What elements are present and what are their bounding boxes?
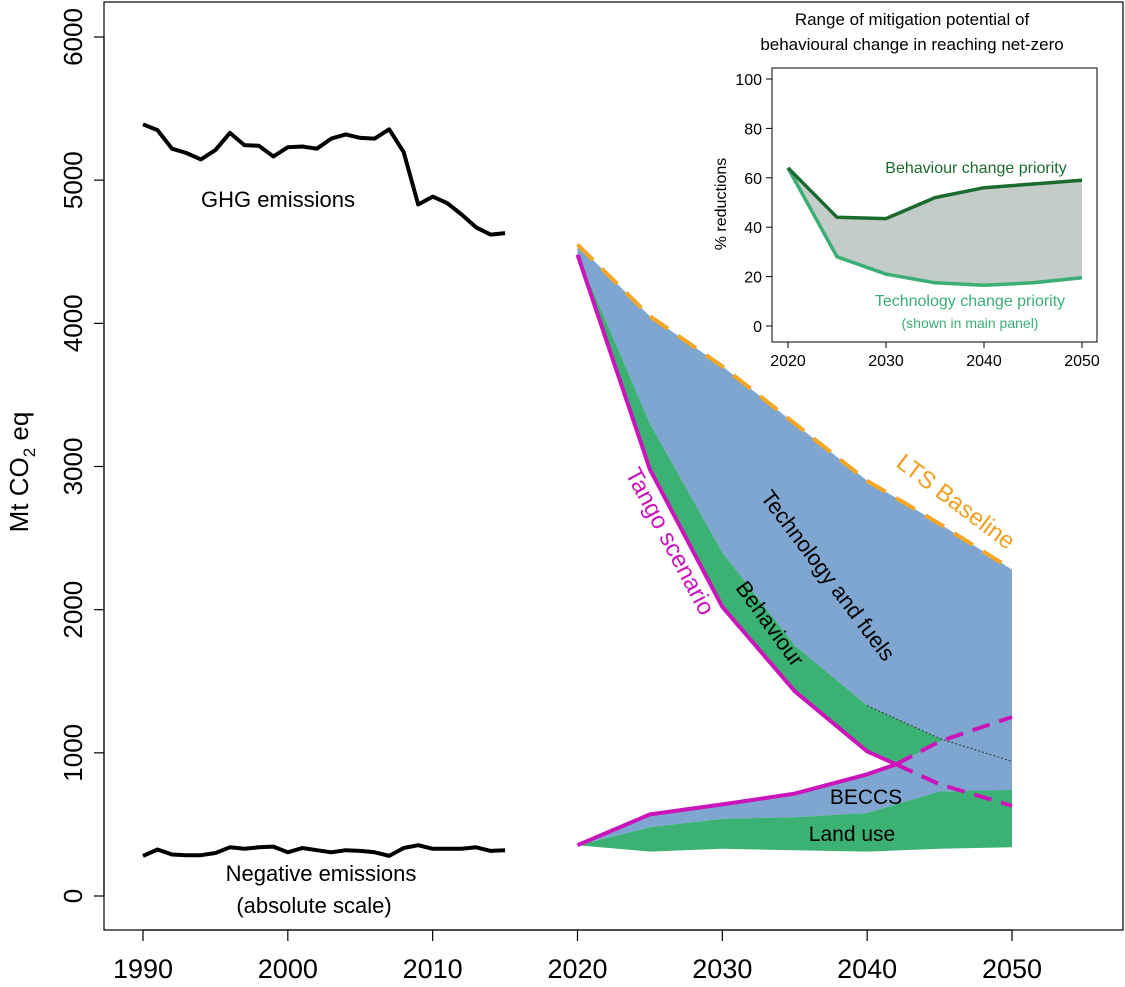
inset-y-tick-label: 100 (735, 72, 762, 89)
negative-scenario-line (576, 762, 897, 848)
main-x-axis: 1990 2000 2010 2020 2030 2040 2050 (113, 929, 1042, 984)
x-tick-label: 2050 (982, 954, 1042, 984)
ghg-emissions-label: GHG emissions (201, 187, 355, 212)
y-tick-label: 6000 (58, 8, 88, 66)
negative-emissions-line (142, 843, 506, 858)
y-tick-label: 1000 (58, 724, 88, 782)
beccs-label: BECCS (830, 786, 902, 809)
inset-y-axis-label: % reductions (713, 158, 730, 251)
inset-x-tick-label: 2040 (966, 353, 1002, 370)
inset-y-tick-label: 0 (753, 319, 762, 336)
negative-scenario-dashed-line (895, 715, 1013, 767)
lts-baseline-line (576, 243, 1014, 572)
behaviour-priority-line (786, 166, 1083, 221)
inset-areas (786, 166, 1083, 287)
inset-y-tick-label: 40 (744, 220, 762, 237)
inset-title-line1: Range of mitigation potential of (795, 10, 1030, 29)
land-use-label: Land use (809, 823, 895, 846)
land-use-area (577, 790, 1012, 852)
technology-priority-sublabel: (shown in main panel) (902, 315, 1039, 331)
x-tick-label: 2020 (547, 954, 607, 984)
negative-emissions-sublabel: (absolute scale) (236, 893, 391, 918)
inset-x-tick-label: 2030 (868, 353, 904, 370)
technology-and-fuels-area (577, 244, 1012, 762)
y-tick-label: 4000 (58, 294, 88, 352)
technology-priority-line (786, 167, 1083, 287)
x-tick-label: 1990 (113, 954, 173, 984)
inset-title-line2: behavioural change in reaching net-zero (760, 35, 1063, 54)
x-tick-label: 2000 (258, 954, 318, 984)
inset-y-tick-label: 80 (744, 121, 762, 138)
y-tick-label: 0 (58, 889, 88, 903)
ghg-emissions-line (142, 122, 506, 237)
y-tick-label: 5000 (58, 151, 88, 209)
tango-scenario-dashed-line (895, 762, 1013, 808)
y-tick-label: 2000 (58, 581, 88, 639)
beccs-area (577, 717, 1012, 846)
x-tick-label: 2010 (403, 954, 463, 984)
main-y-axis: 0 1000 2000 3000 4000 5000 6000 (58, 8, 105, 903)
inset-y-tick-label: 60 (744, 171, 762, 188)
inset-range-area (788, 167, 1082, 286)
behaviour-priority-label: Behaviour change priority (885, 160, 1066, 177)
technology-priority-label: Technology change priority (875, 293, 1065, 310)
main-lines (142, 122, 1014, 858)
y-tick-label: 3000 (58, 438, 88, 496)
negative-emissions-label: Negative emissions (226, 861, 417, 886)
inset-plot-frame (771, 67, 1098, 343)
tango-scenario-line (575, 253, 897, 767)
inset-x-tick-label: 2020 (770, 353, 806, 370)
main-y-axis-label: Mt CO2 eq (4, 412, 39, 533)
inset-x-tick-label: 2050 (1064, 353, 1100, 370)
x-tick-label: 2030 (692, 954, 752, 984)
inset-y-tick-label: 20 (744, 270, 762, 287)
x-tick-label: 2040 (837, 954, 897, 984)
main-areas (577, 244, 1012, 852)
